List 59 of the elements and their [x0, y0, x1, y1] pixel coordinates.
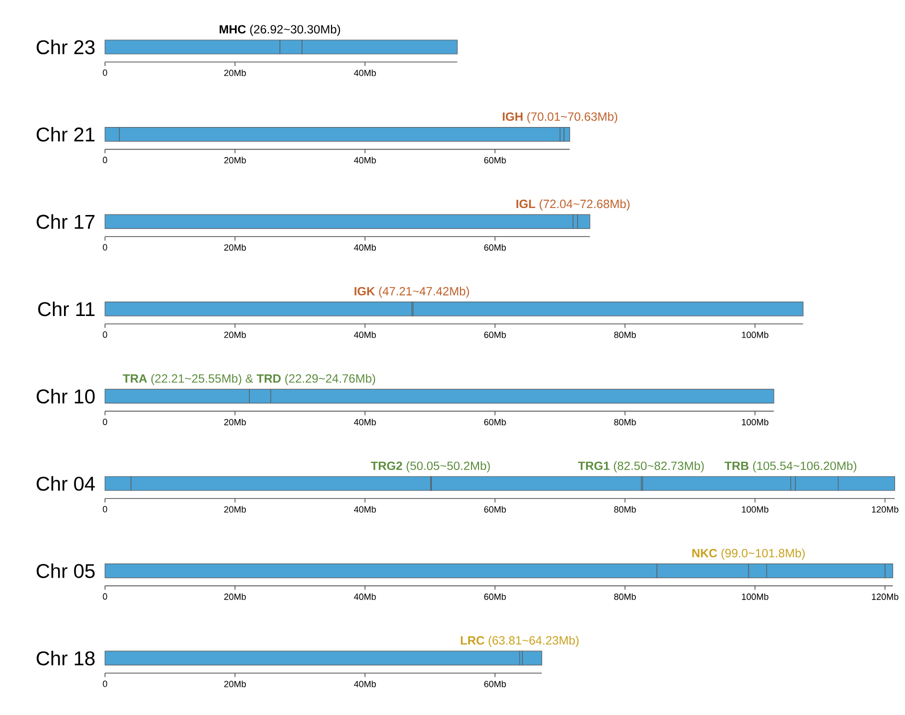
y-tick-label: Chr 23: [36, 40, 95, 54]
x-tick-label: 100Mb: [742, 593, 768, 600]
y-tick-label: Chr 04: [36, 476, 95, 491]
x-tick-label: 120Mb: [872, 506, 898, 513]
y-tick-label: Chr 11: [38, 302, 95, 316]
annotation: LRC (63.81~64.23Mb): [460, 636, 579, 647]
x-tick-label: 60Mb: [484, 331, 506, 338]
x-tick-label: 20Mb: [224, 593, 246, 600]
annotation: TRB (105.54~106.20Mb): [724, 461, 856, 472]
y-tick-label: Chr 21: [36, 126, 94, 142]
annotation: NKC (99.0~101.8Mb): [692, 548, 805, 560]
x-tick-label: 0: [102, 680, 108, 687]
x-tick-label: 20Mb: [224, 418, 246, 426]
x-tick-label: 100Mb: [742, 418, 768, 426]
x-tick-label: 20Mb: [224, 680, 246, 688]
x-tick-label: 120Mb: [872, 593, 898, 600]
x-tick-label: 80Mb: [614, 593, 636, 600]
x-tick-label: 0: [102, 244, 108, 250]
annotation: IGH (70.01~70.63Mb): [502, 112, 618, 124]
x-tick-label: 20Mb: [224, 70, 246, 76]
x-tick-label: 100Mb: [742, 331, 768, 338]
x-tick-label: 60Mb: [484, 506, 506, 513]
x-tick-label: 40Mb: [354, 418, 376, 426]
x-tick-label: 40Mb: [354, 593, 376, 600]
x-tick-label: 0: [102, 70, 108, 76]
x-tick-label: 0: [102, 156, 108, 164]
x-tick-label: 20Mb: [224, 506, 246, 513]
x-tick-label: 0: [102, 593, 108, 600]
y-tick-label: Chr 17: [36, 214, 94, 229]
x-tick-label: 0: [102, 331, 108, 338]
x-tick-label: 40Mb: [354, 70, 376, 76]
annotation: TRG1 (82.50~82.73Mb): [578, 461, 704, 472]
x-tick-label: 20Mb: [224, 244, 246, 251]
annotation: TRA (22.21~25.55Mb) & TRD (22.29~24.76Mb): [122, 374, 376, 386]
y-tick-label: Chr 10: [36, 388, 95, 404]
x-tick-label: 20Mb: [224, 331, 246, 338]
x-tick-label: 40Mb: [354, 331, 376, 338]
x-tick-label: 60Mb: [484, 680, 506, 688]
x-tick-label: 0: [102, 506, 108, 512]
x-tick-label: 60Mb: [484, 593, 506, 600]
x-tick-label: 40Mb: [354, 680, 376, 688]
x-tick-label: 80Mb: [614, 506, 636, 513]
x-tick-label: 100Mb: [742, 506, 768, 513]
x-tick-label: 60Mb: [484, 156, 506, 164]
y-tick-label: Chr 05: [36, 563, 95, 578]
y-tick-label: Chr 18: [36, 650, 95, 666]
annotation: IGK (47.21~47.42Mb): [354, 286, 470, 298]
annotation: MHC (26.92~30.30Mb): [220, 24, 340, 36]
x-tick-label: 80Mb: [614, 331, 636, 338]
x-tick-label: 0: [102, 418, 108, 426]
annotation: TRG2 (50.05~50.2Mb): [370, 461, 490, 472]
x-tick-label: 40Mb: [354, 506, 376, 513]
x-tick-label: 80Mb: [614, 418, 636, 426]
annotation: IGL (72.04~72.68Mb): [516, 199, 630, 210]
x-tick-label: 60Mb: [484, 244, 506, 251]
x-tick-label: 60Mb: [484, 418, 506, 426]
x-tick-label: 20Mb: [224, 156, 246, 164]
x-tick-label: 40Mb: [354, 156, 376, 164]
x-tick-label: 40Mb: [354, 244, 376, 251]
